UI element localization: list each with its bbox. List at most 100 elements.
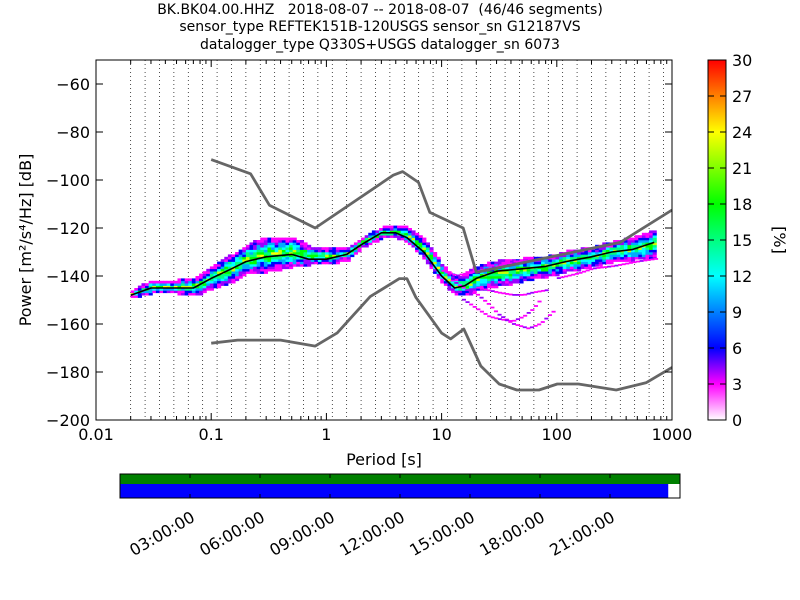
density-cell xyxy=(285,242,290,246)
density-cell xyxy=(580,252,585,255)
density-cell xyxy=(274,261,279,265)
outlier-cell xyxy=(452,273,457,276)
outlier-cell xyxy=(603,266,608,268)
density-cell xyxy=(469,285,474,289)
density-cell xyxy=(274,268,279,272)
density-cell xyxy=(224,261,229,265)
density-cell xyxy=(224,266,229,270)
density-cell xyxy=(602,249,607,253)
density-cell xyxy=(202,271,207,274)
density-cell xyxy=(469,268,474,272)
density-cell xyxy=(188,283,193,286)
density-cell xyxy=(217,268,222,272)
density-cell xyxy=(591,249,596,253)
density-cell xyxy=(623,247,628,250)
density-cell xyxy=(289,264,294,267)
density-cell xyxy=(451,276,456,279)
density-cell xyxy=(573,261,578,265)
density-cell xyxy=(479,285,484,289)
density-cell xyxy=(389,230,394,234)
density-cell xyxy=(379,230,384,234)
density-cell xyxy=(490,261,495,265)
timeline-tick-label: 03:00:00 xyxy=(126,507,198,559)
density-cell xyxy=(494,283,499,286)
density-cell xyxy=(555,256,560,260)
density-cell xyxy=(577,264,582,267)
density-cell xyxy=(587,261,592,265)
outlier-cell xyxy=(472,306,477,308)
density-cell xyxy=(523,278,528,282)
outlier-cell xyxy=(592,267,597,270)
plot-frame xyxy=(95,59,673,421)
density-cell xyxy=(638,240,643,243)
density-cell xyxy=(332,252,337,255)
density-cell xyxy=(227,266,232,270)
density-cell xyxy=(652,237,657,241)
density-cell xyxy=(353,252,358,255)
outlier-cell xyxy=(556,277,561,279)
density-cell xyxy=(289,240,294,243)
density-cell xyxy=(263,259,268,262)
density-cell xyxy=(134,290,139,294)
density-cell xyxy=(317,261,322,265)
outlier-cell xyxy=(479,287,484,290)
density-cell xyxy=(235,271,240,274)
density-cell xyxy=(263,261,268,265)
density-cell xyxy=(587,252,592,255)
density-cell xyxy=(260,247,265,250)
density-cell xyxy=(515,280,520,284)
density-cell xyxy=(249,256,254,260)
outlier-cell xyxy=(461,298,466,301)
outlier-cell xyxy=(448,272,453,275)
density-cell xyxy=(587,266,592,270)
density-cell xyxy=(494,280,499,284)
density-cell xyxy=(271,249,276,253)
density-cell xyxy=(422,256,427,260)
density-cell xyxy=(519,264,524,267)
outlier-cell xyxy=(479,310,484,313)
density-cell xyxy=(245,249,250,253)
density-cell xyxy=(353,244,358,248)
density-cell xyxy=(191,283,196,286)
outlier-cell xyxy=(497,318,502,321)
density-cell xyxy=(263,240,268,243)
density-cell xyxy=(551,259,556,262)
outlier-cell xyxy=(494,291,499,293)
density-cell xyxy=(548,266,553,270)
density-cell xyxy=(217,278,222,282)
density-cell xyxy=(479,273,484,277)
outlier-cell xyxy=(472,292,477,295)
density-cell xyxy=(256,271,261,274)
density-cell xyxy=(526,264,531,267)
density-cell xyxy=(447,283,452,286)
outlier-cell xyxy=(567,274,572,277)
density-cell xyxy=(235,252,240,255)
density-cell xyxy=(487,280,492,284)
density-cell xyxy=(382,230,387,234)
outlier-cell xyxy=(547,314,553,317)
density-cell xyxy=(296,256,301,260)
outlier-cell xyxy=(508,293,513,296)
outlier-cell xyxy=(463,272,468,275)
density-cell xyxy=(519,273,524,277)
density-cell xyxy=(584,249,589,253)
density-cell xyxy=(253,249,258,253)
outlier-cell xyxy=(490,290,495,293)
density-cell xyxy=(296,259,301,262)
density-cell xyxy=(227,256,232,260)
density-cell xyxy=(299,242,304,246)
density-cell xyxy=(530,273,535,277)
density-cell xyxy=(253,240,258,243)
density-cell xyxy=(645,254,650,258)
density-cell xyxy=(152,285,157,289)
density-cell xyxy=(515,266,520,270)
density-cell xyxy=(332,259,337,262)
density-cell xyxy=(152,288,157,291)
density-cell xyxy=(260,268,265,272)
density-cell xyxy=(638,256,643,260)
density-cell xyxy=(515,276,520,279)
density-cell xyxy=(357,249,362,253)
outlier-cell xyxy=(506,261,511,264)
outlier-cell xyxy=(585,269,590,272)
density-cell xyxy=(199,276,204,279)
